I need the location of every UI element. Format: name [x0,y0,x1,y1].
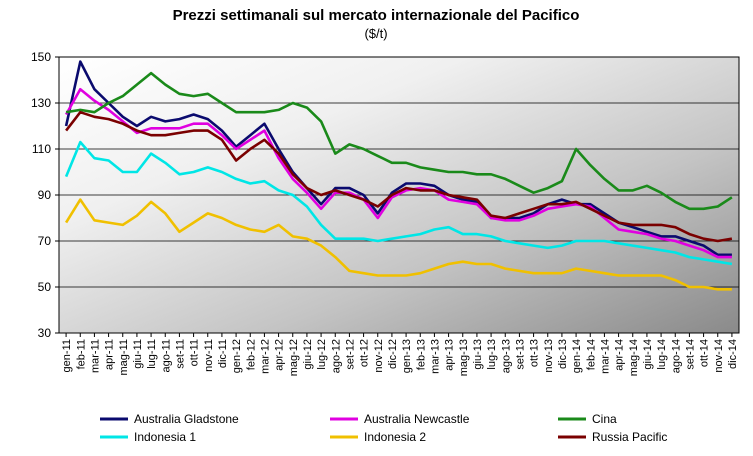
series-line-cina [65,71,733,211]
y-tick-label: 70 [38,234,52,248]
x-tick-label: ott-13 [529,339,541,367]
x-tick-label: giu-12 [302,339,314,370]
x-tick-label: lug-13 [486,339,498,370]
x-tick-label: apr-11 [104,339,116,370]
x-tick-label: mar-14 [599,339,611,374]
x-tick-label: gen-12 [231,339,243,373]
x-tick-label: gen-11 [61,339,73,372]
x-tick-label: giu-11 [132,339,144,369]
x-tick-label: ago-14 [670,339,682,373]
x-tick-label: lug-12 [316,339,328,370]
x-tick-label: mag-14 [628,339,640,376]
x-tick-label: ago-13 [500,339,512,373]
x-tick-label: mag-12 [288,339,300,376]
x-tick-label: set-11 [174,339,186,369]
series-line-russia-pacific [65,110,733,243]
x-tick-label: feb-14 [585,339,597,370]
y-tick-label: 90 [38,188,52,202]
x-tick-label: gen-13 [401,339,413,373]
x-tick-label: dic-14 [727,339,739,369]
legend-label-indonesia-1: Indonesia 1 [134,430,196,444]
y-tick-label: 130 [31,96,51,110]
x-tick-label: gen-14 [571,339,583,373]
x-tick-label: nov-11 [203,339,215,372]
x-tick-label: set-13 [514,339,526,370]
series-line-indonesia-1 [64,140,733,266]
x-axis: gen-11 feb-11 mar-11 apr-11 mag-11 giu-11 lug-… [61,333,739,376]
x-tick-label: mag-11 [118,339,130,375]
x-tick-label: nov-14 [713,339,725,373]
series-line-indonesia-2 [64,198,732,291]
y-tick-label: 110 [32,142,51,156]
chart-subtitle: ($/t) [364,26,387,41]
x-tick-label: mar-12 [259,339,271,374]
x-tick-label: feb-11 [75,339,87,369]
x-tick-label: apr-13 [444,339,456,371]
gridlines [59,102,739,288]
x-tick-label: apr-14 [614,339,626,371]
x-tick-label: ott-11 [189,339,201,366]
y-tick-label: 30 [38,326,52,340]
chart-title: Prezzi settimanali sul mercato internazi… [173,7,580,24]
x-tick-label: feb-12 [245,339,257,370]
x-tick-label: dic-11 [217,339,229,368]
x-tick-label: mar-11 [89,339,101,373]
legend-label-australia-gladstone: Australia Gladstone [134,412,239,426]
x-tick-label: lug-14 [656,339,668,370]
x-tick-label: apr-12 [274,339,286,371]
x-tick-label: lug-11 [146,339,158,369]
x-tick-label: ott-14 [699,339,711,367]
x-tick-label: mar-13 [429,339,441,374]
legend-label-cina: Cina [592,412,617,426]
x-tick-label: ago-12 [330,339,342,373]
x-tick-label: dic-13 [557,339,569,369]
y-tick-label: 150 [31,50,51,64]
series-line-australia-newcastle [64,87,732,259]
legend-label-russia-pacific: Russia Pacific [592,430,667,444]
series-lines [64,60,733,291]
legend: Australia Gladstone Australia Newcastle Ci… [100,412,667,444]
legend-label-australia-newcastle: Australia Newcastle [364,412,470,426]
x-tick-label: dic-12 [387,339,399,369]
x-tick-label: mag-13 [458,339,470,376]
x-tick-label: nov-12 [373,339,385,373]
x-tick-label: giu-14 [642,339,654,370]
legend-label-indonesia-2: Indonesia 2 [364,430,426,444]
x-tick-label: set-12 [344,339,356,370]
x-tick-label: ott-12 [359,339,371,367]
y-axis: 30 50 70 90 110 130 150 [31,50,59,340]
x-tick-label: ago-11 [160,339,172,372]
x-tick-label: set-14 [684,339,696,370]
x-tick-label: feb-13 [415,339,427,370]
x-tick-label: nov-13 [543,339,555,373]
x-tick-label: giu-13 [472,339,484,370]
y-tick-label: 50 [38,280,52,294]
